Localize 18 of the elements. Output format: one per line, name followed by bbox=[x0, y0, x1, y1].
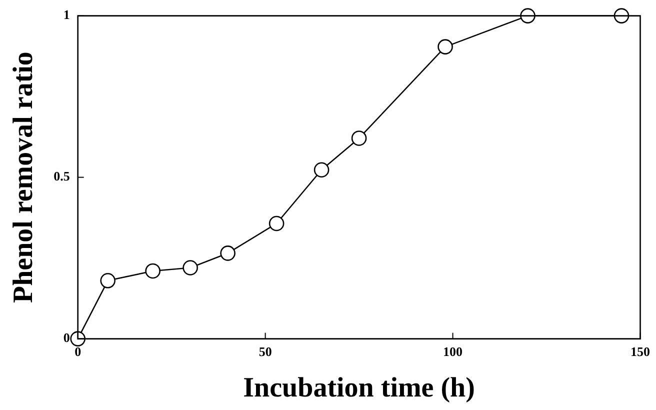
x-axis-title: Incubation time (h) bbox=[243, 372, 475, 404]
y-tick-label: 1 bbox=[63, 7, 70, 22]
x-tick-label: 100 bbox=[443, 344, 463, 359]
x-tick-label: 150 bbox=[630, 344, 650, 359]
point bbox=[268, 216, 284, 232]
y-axis-title: Phenol removal ratio bbox=[8, 52, 40, 304]
point bbox=[100, 273, 116, 288]
point bbox=[438, 39, 453, 54]
point bbox=[182, 260, 198, 276]
x-tick-label: 0 bbox=[74, 344, 82, 359]
y-tick-label: 0 bbox=[63, 330, 70, 346]
point bbox=[145, 263, 160, 279]
x-tick-label: 50 bbox=[258, 344, 272, 359]
point bbox=[220, 246, 236, 261]
point bbox=[351, 130, 367, 146]
y-tick-label: 0.5 bbox=[54, 168, 70, 184]
point bbox=[70, 331, 86, 346]
point bbox=[314, 162, 330, 178]
